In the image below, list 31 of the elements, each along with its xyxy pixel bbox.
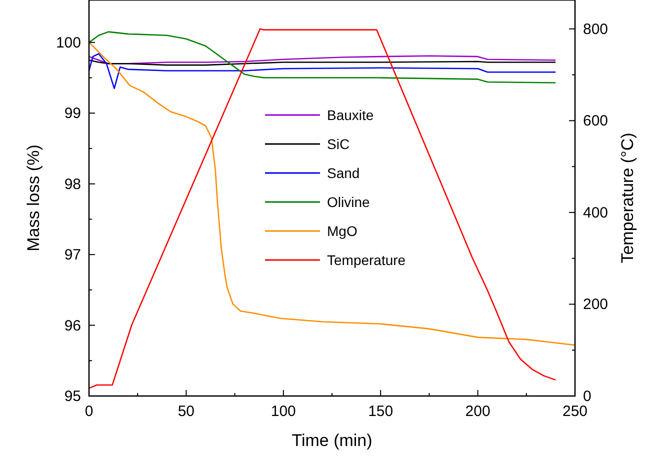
legend-label: Bauxite xyxy=(327,107,374,123)
y2-tick-label: 600 xyxy=(583,112,608,130)
line-series xyxy=(88,55,556,64)
line-series xyxy=(88,28,556,389)
legend-label: MgO xyxy=(327,223,358,239)
line-series xyxy=(88,53,556,90)
y-tick-label: 95 xyxy=(64,388,81,405)
line-series xyxy=(88,31,556,84)
x-tick-label: 200 xyxy=(465,403,490,420)
line-series xyxy=(88,42,576,346)
x-tick-label: 100 xyxy=(270,403,296,420)
legend-label: Temperature xyxy=(327,252,406,268)
y-tick-label: 99 xyxy=(64,105,81,122)
y-axis-title: Mass loss (%) xyxy=(24,144,43,252)
legend-label: SiC xyxy=(327,136,350,152)
legend-label: Sand xyxy=(327,165,360,181)
y-tick-label: 97 xyxy=(64,246,81,264)
x-tick-label: 250 xyxy=(562,403,588,420)
x-axis-title: Time (min) xyxy=(292,431,372,450)
legend-label: Olivine xyxy=(327,194,370,210)
y-tick-label: 100 xyxy=(56,34,81,52)
y2-tick-label: 400 xyxy=(583,204,608,222)
y2-tick-label: 0 xyxy=(583,388,592,405)
y2-tick-label: 200 xyxy=(583,296,608,314)
y-tick-label: 98 xyxy=(64,176,81,193)
y-tick-label: 96 xyxy=(64,317,81,334)
x-tick-label: 50 xyxy=(178,403,195,420)
x-tick-label: 0 xyxy=(84,403,94,420)
y2-axis-title: Temperature (°C) xyxy=(618,132,637,264)
y2-tick-label: 800 xyxy=(583,20,608,38)
x-tick-label: 150 xyxy=(368,403,394,420)
